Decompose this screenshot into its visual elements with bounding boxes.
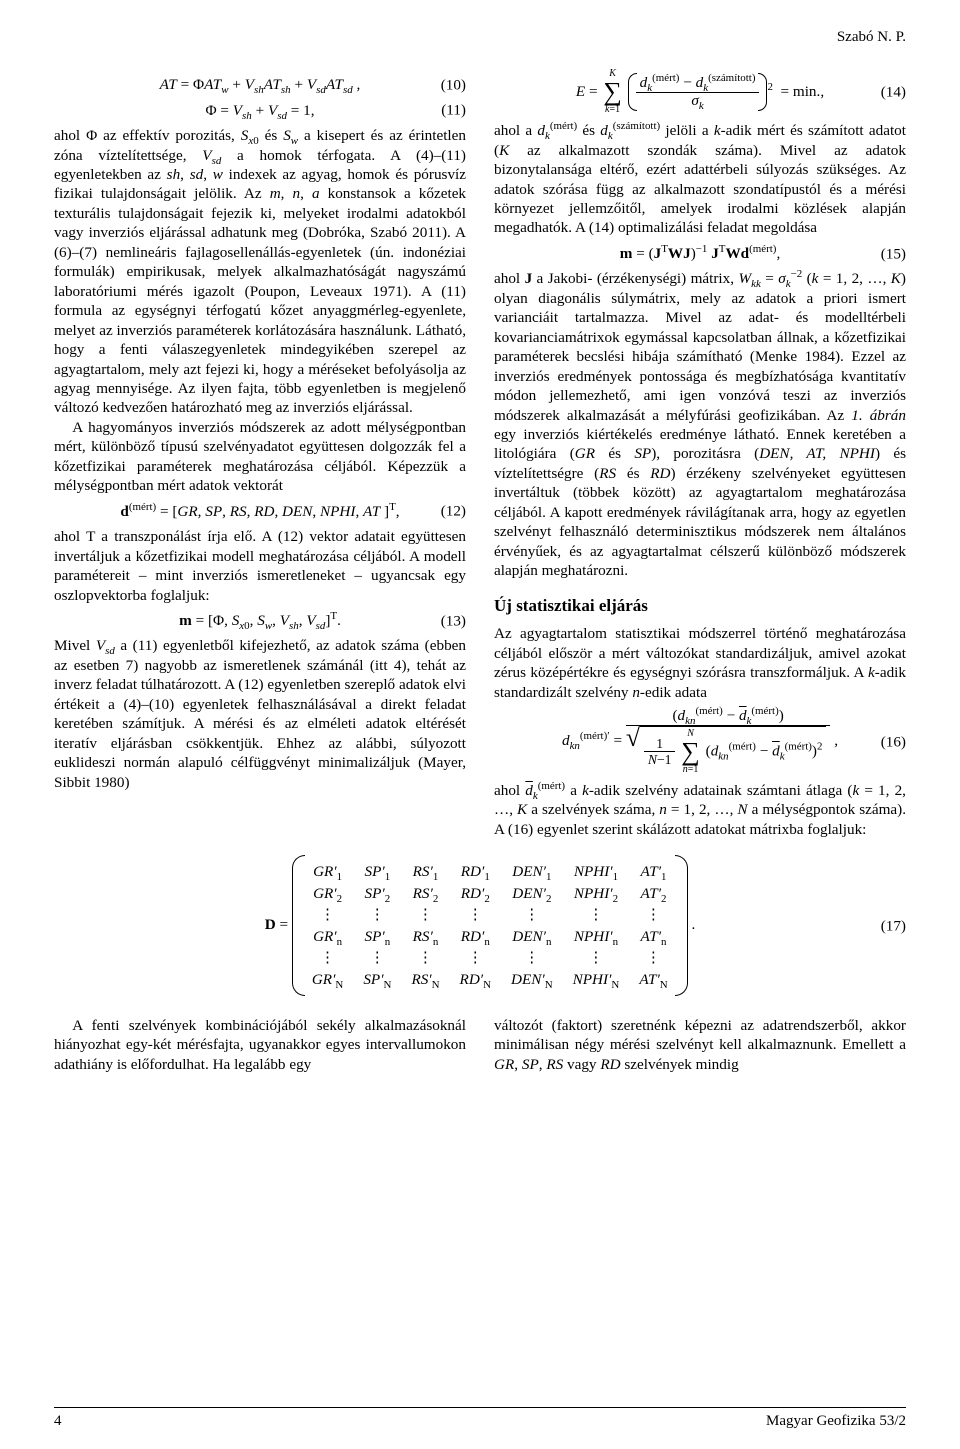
paragraph: Mivel Vsd a (11) egyenletből kifejezhető… [54, 636, 466, 792]
equation-12: d(mért) = [GR, SP, RS, RD, DEN, NPHI, AT… [54, 502, 466, 521]
paragraph: A fenti szelvények kombinációjából sekél… [54, 1016, 466, 1074]
section-heading: Új statisztikai eljárás [494, 595, 906, 617]
equation-11: Φ = Vsh + Vsd = 1, (11) [54, 101, 466, 120]
eq-number: (11) [441, 101, 466, 120]
bottom-columns: A fenti szelvények kombinációjából sekél… [54, 1016, 906, 1074]
eq-number: (15) [881, 244, 906, 263]
data-matrix: GR′1SP′1RS′1RD′1DEN′1NPHI′1AT′1GR′2SP′2R… [292, 855, 688, 996]
running-head: Szabó N. P. [54, 28, 906, 47]
equation-17: D = GR′1SP′1RS′1RD′1DEN′1NPHI′1AT′1GR′2S… [54, 851, 906, 1000]
page-number: 4 [54, 1412, 62, 1431]
paragraph: ahol dk(mért) a k-adik szelvény adataina… [494, 781, 906, 839]
two-column-body: AT = ΦATw + VshATsh + VsdATsd , (10) Φ =… [54, 69, 906, 839]
paragraph: Az agyagtartalom statisztikai módszerrel… [494, 624, 906, 702]
page: Szabó N. P. AT = ΦATw + VshATsh + VsdATs… [0, 0, 960, 1449]
paragraph: ahol T a transzponálást írja elő. A (12)… [54, 527, 466, 605]
equation-14: E = K∑k=1 dk(mért) − dk(számított) σk 2 … [494, 69, 906, 115]
eq-number: (16) [881, 732, 906, 751]
equation-16: dkn(mért)′ = (dkn(mért) − dk(mért)) 1N−1… [494, 708, 906, 775]
equation-15: m = (JTWJ)−1 JTWd(mért), (15) [494, 244, 906, 263]
eq-number: (14) [881, 82, 906, 101]
equation-13: m = [Φ, Sx0, Sw, Vsh, Vsd]T. (13) [54, 611, 466, 630]
paragraph: változót (faktort) szeretnénk képezni az… [494, 1016, 906, 1074]
paragraph: A hagyományos inverziós módszerek az ado… [54, 418, 466, 496]
eq-number: (13) [441, 611, 466, 630]
eq-number: (12) [441, 502, 466, 521]
paragraph: ahol Φ az effektív porozitás, Sx0 és Sw … [54, 126, 466, 418]
page-footer: 4 Magyar Geofizika 53/2 [54, 1407, 906, 1431]
eq-number: (10) [441, 75, 466, 94]
eq-number: (17) [881, 916, 906, 935]
equation-10: AT = ΦATw + VshATsh + VsdATsd , (10) [54, 75, 466, 94]
paragraph: ahol a dk(mért) és dk(számított) jelöli … [494, 121, 906, 238]
journal-ref: Magyar Geofizika 53/2 [766, 1412, 906, 1431]
paragraph: ahol J a Jakobi- (érzékenységi) mátrix, … [494, 269, 906, 580]
